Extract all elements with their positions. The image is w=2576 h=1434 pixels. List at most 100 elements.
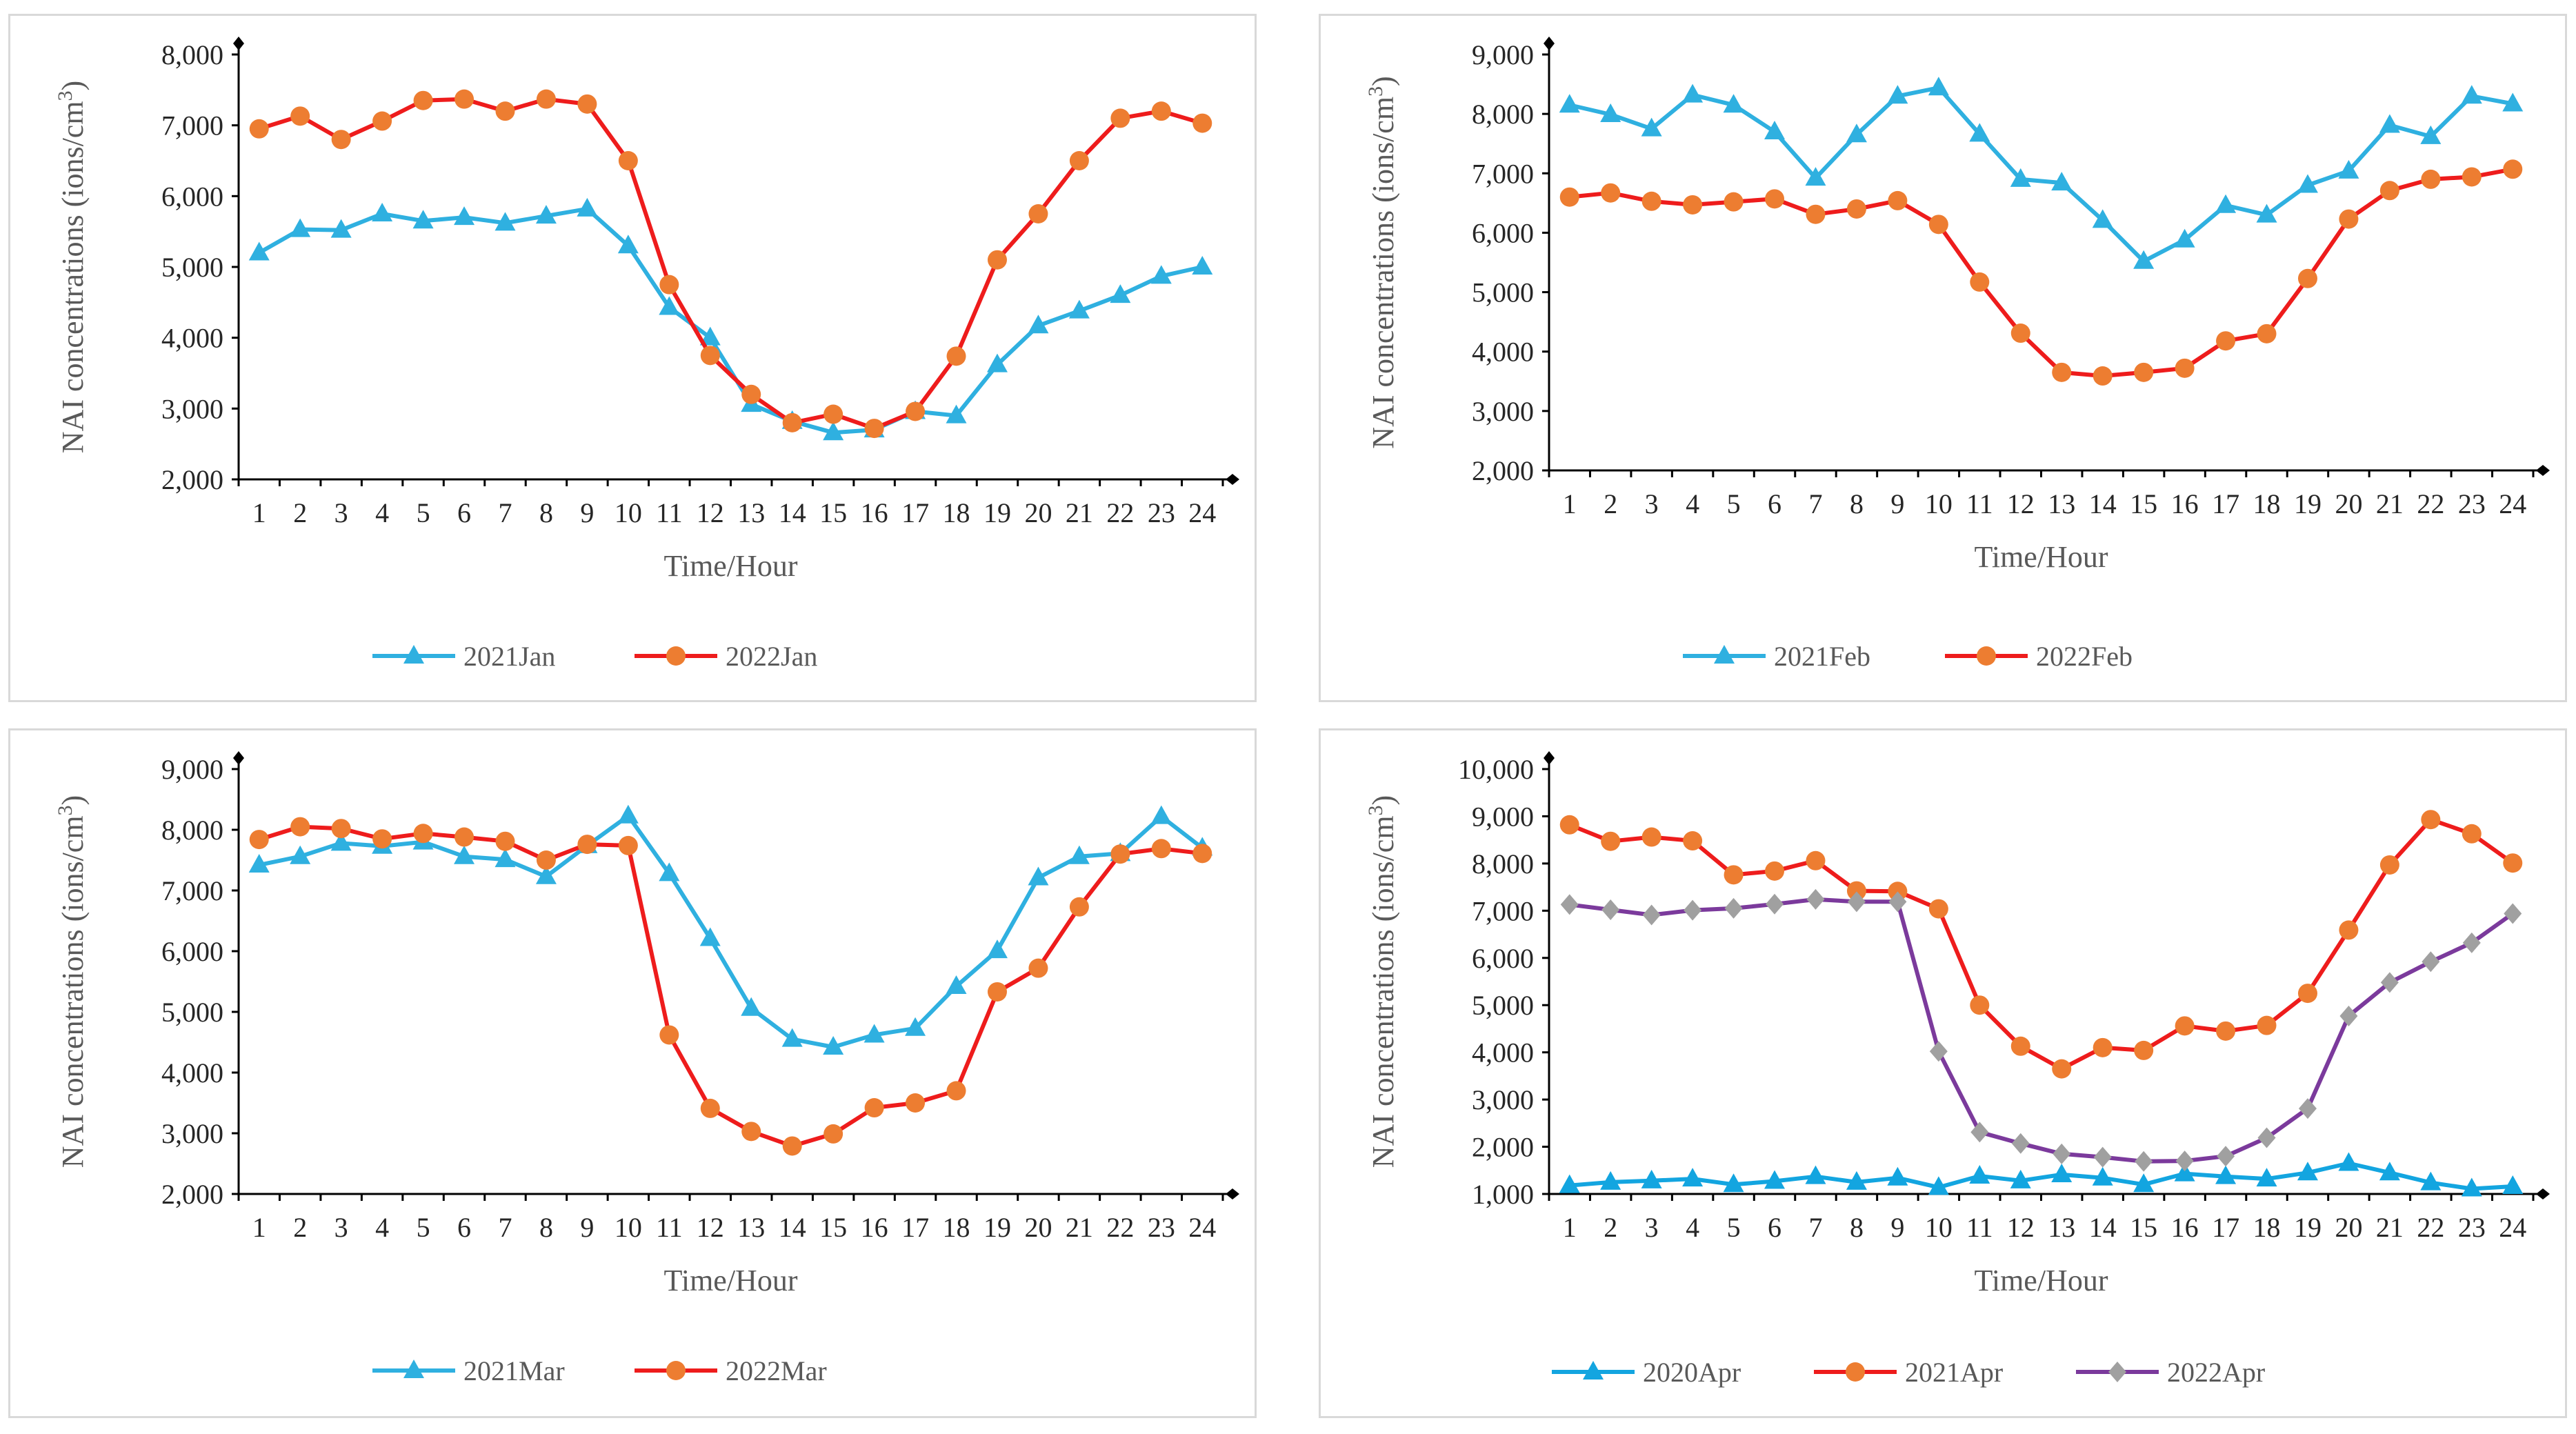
data-point	[1805, 1165, 1826, 1184]
x-tick-label: 13	[737, 1212, 765, 1243]
chart-mar: 2,000 3,000 4,000 5,000 6,000 7,000 8,000 9,000…	[54, 751, 1239, 1386]
legend-swatch-marker	[1977, 646, 1996, 666]
x-tick-label: 4	[375, 1212, 389, 1243]
x-tick-label: 24	[1188, 497, 1216, 528]
x-tick-label: 8	[539, 497, 553, 528]
x-tick-label: 22	[2417, 488, 2444, 519]
data-point	[1888, 891, 1907, 913]
data-point	[2092, 209, 2113, 228]
y-axis-title: NAI concentrations (ions/cm3)	[54, 81, 90, 453]
x-tick-label: 13	[737, 497, 765, 528]
x-tick-label: 6	[1768, 1212, 1781, 1243]
x-tick-label: 22	[2417, 1212, 2444, 1243]
x-tick-label: 12	[2007, 1212, 2035, 1243]
data-point	[2053, 1143, 2071, 1164]
data-point	[986, 353, 1008, 372]
x-tick-label: 22	[1106, 497, 1134, 528]
data-point	[2503, 159, 2523, 179]
data-point	[248, 241, 270, 261]
x-tick-label: 23	[1148, 1212, 1175, 1243]
data-point	[2297, 174, 2318, 193]
legend-entry: 2022Feb	[1945, 641, 2133, 672]
data-point	[1151, 839, 1171, 859]
x-tick-label: 11	[1966, 488, 1993, 519]
x-tick-label: 20	[2335, 1212, 2362, 1243]
data-point	[1724, 192, 1744, 212]
series-line	[258, 97, 1204, 431]
x-tick-label: 6	[457, 497, 471, 528]
data-point	[2421, 810, 2441, 830]
y-axis-arrow	[233, 37, 244, 50]
chart-panel-jan: 2,000 3,000 4,000 5,000 6,000 7,000 8,000 1 2 3 4 5…	[8, 14, 1257, 702]
series-line	[259, 813, 1204, 1049]
data-point	[823, 404, 843, 424]
data-point	[659, 1025, 679, 1045]
x-tick-label: 3	[1645, 488, 1659, 519]
y-axis-title-main: NAI concentrations (ions/cm	[56, 815, 90, 1168]
y-tick-label: 8,000	[1472, 99, 1534, 130]
data-point	[1683, 831, 1703, 851]
x-tick-label: 11	[656, 497, 683, 528]
y-tick-label: 9,000	[161, 754, 223, 785]
data-point	[2502, 92, 2524, 112]
data-point	[1192, 844, 1212, 864]
data-point	[413, 824, 433, 844]
x-tick-label: 16	[2171, 1212, 2199, 1243]
data-point	[2504, 903, 2522, 924]
x-tick-label: 9	[1890, 1212, 1904, 1243]
data-point	[1600, 1171, 1621, 1190]
data-point	[987, 982, 1007, 1002]
legend-swatch-marker	[403, 1360, 424, 1378]
data-point	[2420, 1171, 2442, 1191]
data-point	[782, 1136, 802, 1156]
data-point	[1028, 204, 1048, 223]
data-point	[1069, 897, 1089, 917]
y-axis-arrow	[1544, 37, 1555, 50]
data-point	[413, 90, 433, 110]
x-axis-arrow	[2536, 465, 2550, 476]
legend-label: 2020Apr	[1643, 1357, 1741, 1388]
x-tick-label: 10	[615, 497, 642, 528]
series-line	[1569, 1161, 2513, 1191]
x-tick-label: 13	[2048, 488, 2075, 519]
x-tick-label: 14	[779, 1212, 806, 1243]
x-tick-label: 11	[656, 1212, 683, 1243]
data-point	[535, 205, 557, 224]
legend-swatch-marker	[403, 645, 424, 664]
data-point	[2380, 972, 2399, 993]
data-point	[2422, 951, 2440, 973]
data-point	[2256, 1168, 2277, 1187]
x-tick-label: 15	[819, 497, 847, 528]
data-point	[906, 401, 926, 421]
data-point	[330, 832, 352, 851]
x-tick-label: 12	[2007, 488, 2035, 519]
data-point	[1764, 1170, 1786, 1189]
x-tick-label: 1	[1563, 1212, 1577, 1243]
data-point	[1846, 123, 1867, 143]
data-point	[1641, 1169, 1662, 1188]
data-point	[1806, 850, 1826, 870]
data-point	[1601, 899, 1620, 920]
x-tick-label: 22	[1106, 1212, 1134, 1243]
data-point	[1928, 77, 1949, 96]
data-point	[2257, 323, 2277, 343]
data-point	[2093, 1037, 2113, 1057]
x-tick-label: 20	[1024, 497, 1052, 528]
data-point	[2093, 1146, 2112, 1168]
data-point	[2297, 984, 2317, 1004]
y-tick-label: 7,000	[1472, 158, 1534, 189]
x-tick-label: 4	[1686, 488, 1699, 519]
data-point	[249, 830, 269, 850]
data-point	[577, 835, 597, 855]
x-tick-label: 21	[2376, 488, 2404, 519]
data-point	[782, 412, 802, 432]
data-point	[946, 404, 967, 424]
data-point	[1641, 191, 1661, 211]
x-tick-label: 14	[2089, 1212, 2117, 1243]
data-point	[2503, 853, 2523, 873]
data-point	[1806, 204, 1826, 224]
data-point	[1970, 995, 1990, 1015]
legend-label: 2021Mar	[463, 1355, 565, 1386]
data-point	[2338, 1152, 2359, 1171]
legend-swatch-marker	[2108, 1362, 2126, 1382]
